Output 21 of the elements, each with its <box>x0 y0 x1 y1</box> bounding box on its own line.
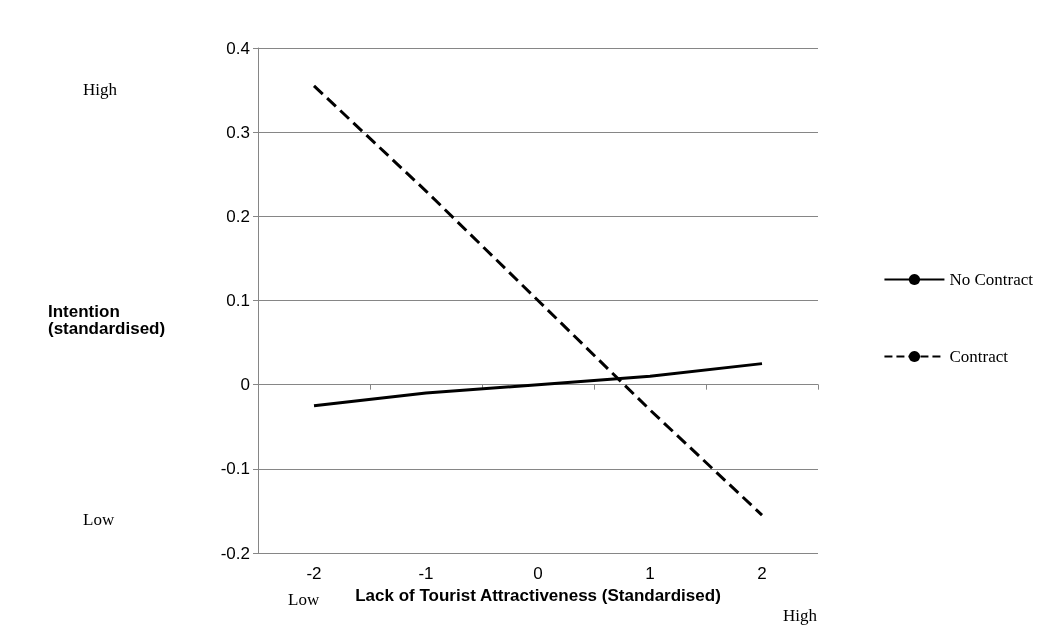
text: Low <box>83 510 115 529</box>
x-tick-label: 2 <box>757 564 767 583</box>
text: High <box>83 80 118 99</box>
legend-label: Contract <box>949 347 1009 366</box>
y-tick-label: -0.1 <box>220 459 250 479</box>
x-axis-title: Lack of Tourist Attractiveness (Standardised) <box>355 585 721 605</box>
y-tick-label: 0.4 <box>226 38 250 58</box>
y-tick-label: 0.1 <box>226 291 250 310</box>
line-series <box>312 84 764 517</box>
y-tick-label: 0 <box>240 375 250 395</box>
y-tick-label: 0.2 <box>226 206 250 226</box>
y-tick-label: -0.2 <box>220 543 250 563</box>
y-tick-label: 0.3 <box>226 122 250 142</box>
legend-label: No Contract <box>949 270 1034 289</box>
x-tick-label: 1 <box>645 564 655 583</box>
x-tick-label: -2 <box>306 564 322 583</box>
y-axis-title: Intention (standardised) <box>48 302 166 338</box>
x-tick-label: 0 <box>533 564 543 583</box>
text: Low <box>288 590 320 609</box>
x-tick-label: -1 <box>418 564 434 583</box>
text: High <box>783 606 818 625</box>
